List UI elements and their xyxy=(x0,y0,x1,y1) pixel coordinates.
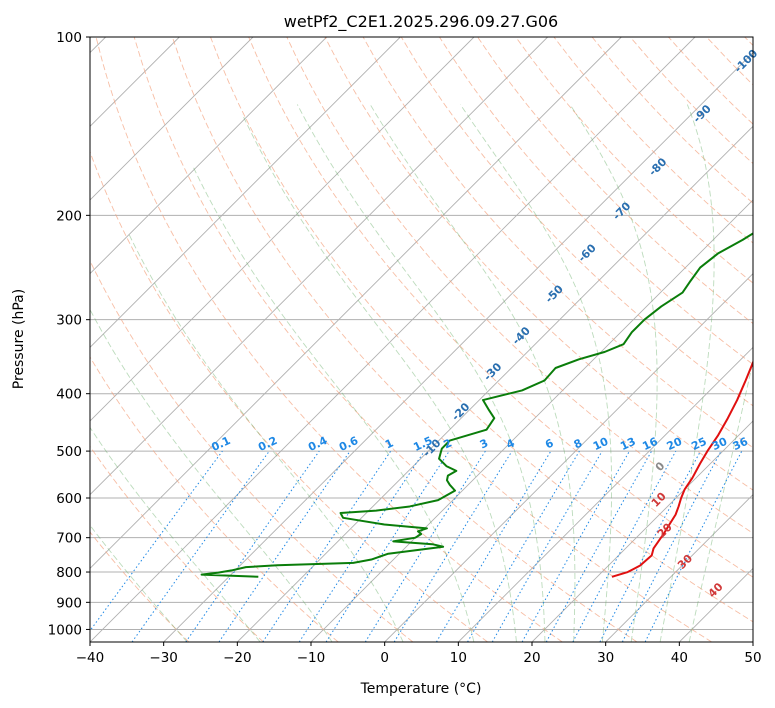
x-tick-label: 0 xyxy=(380,650,389,666)
x-tick-label: 30 xyxy=(597,650,614,666)
y-tick-label: 200 xyxy=(56,208,82,224)
dewpoint-profile-line xyxy=(200,232,753,578)
dry-adiabat xyxy=(133,37,638,642)
dry-adiabat xyxy=(90,150,488,642)
y-tick-label: 1000 xyxy=(48,622,82,638)
isotherm-line xyxy=(458,346,753,642)
dry-adiabat xyxy=(90,356,339,642)
isotherm-line xyxy=(531,420,753,642)
x-tick-label: 20 xyxy=(523,650,540,666)
moist-adiabat xyxy=(369,104,576,642)
mixing-ratio-label: 10 xyxy=(591,435,611,453)
mixing-ratio-label: 36 xyxy=(731,435,751,453)
y-tick-label: 900 xyxy=(56,595,82,611)
mixing-ratio-line xyxy=(218,450,351,642)
isotherm-line xyxy=(237,125,753,642)
isotherm-line xyxy=(90,37,327,275)
moist-adiabat xyxy=(192,165,475,642)
mixing-ratio-line xyxy=(393,450,513,642)
temperature-profile-line xyxy=(611,359,753,578)
isotherm-line xyxy=(90,37,696,642)
y-tick-label: 800 xyxy=(56,565,82,581)
y-tick-label: 700 xyxy=(56,531,82,547)
mixing-ratio-line xyxy=(185,450,320,642)
isotherm-line xyxy=(90,37,548,496)
mixing-ratio-line xyxy=(325,450,450,642)
dry-adiabat xyxy=(171,37,712,642)
x-axis-label: Temperature (°C) xyxy=(360,681,482,697)
dry-adiabat xyxy=(400,37,753,407)
moist-adiabat xyxy=(659,104,715,642)
y-tick-label: 500 xyxy=(56,444,82,460)
x-tick-label: 40 xyxy=(671,650,688,666)
dry-adiabat xyxy=(90,445,264,642)
moist-adiabat xyxy=(569,104,658,642)
moist-adiabat xyxy=(90,308,333,642)
dry-adiabat xyxy=(95,37,563,642)
y-tick-label: 600 xyxy=(56,491,82,507)
y-axis-label: Pressure (hPa) xyxy=(11,289,27,389)
dry-adiabat xyxy=(515,37,753,284)
dry-adiabat xyxy=(90,531,190,642)
isotherm-line xyxy=(384,273,753,642)
dry-adiabat xyxy=(439,37,753,365)
isotherm-line xyxy=(752,641,753,642)
moist-adiabat xyxy=(296,104,546,642)
x-tick-label: −20 xyxy=(223,650,252,666)
mixing-ratio-label: 16 xyxy=(640,435,660,453)
mixing-ratio-label: 30 xyxy=(710,435,730,453)
plot-frame xyxy=(89,36,754,643)
isotherm-line xyxy=(90,37,401,348)
dry-adiabat xyxy=(210,37,753,623)
mixing-ratio-line xyxy=(131,450,270,642)
y-tick-label: 400 xyxy=(56,387,82,403)
isotherm-line xyxy=(163,52,753,642)
chart-title: wetPf2_C2E1.2025.296.09.27.G06 xyxy=(284,12,558,32)
mixing-ratio-line xyxy=(572,450,677,642)
dry-adiabat xyxy=(286,37,753,534)
mixing-ratio-line xyxy=(644,450,743,642)
moist-adiabat xyxy=(128,233,404,642)
moist-adiabat xyxy=(460,104,613,642)
x-tick-label: −30 xyxy=(149,650,178,666)
dry-adiabat xyxy=(90,259,414,642)
moist-adiabat xyxy=(688,358,753,642)
mixing-ratio-label: 13 xyxy=(618,435,637,453)
isotherm-line xyxy=(90,37,475,422)
isotherm-line xyxy=(605,494,753,642)
x-tick-label: 10 xyxy=(450,650,467,666)
moist-adiabat xyxy=(90,524,188,642)
moist-adiabat xyxy=(241,114,517,642)
moist-adiabat xyxy=(90,426,261,642)
mixing-ratio-line xyxy=(545,450,653,642)
mixing-ratio-label: 20 xyxy=(665,435,685,453)
y-tick-label: 300 xyxy=(56,313,82,329)
mixing-ratio-label: 25 xyxy=(689,435,708,453)
mixing-ratio-line xyxy=(521,450,630,642)
x-tick-label: −40 xyxy=(76,650,105,666)
x-tick-label: 50 xyxy=(744,650,761,666)
y-tick-label: 100 xyxy=(56,30,82,46)
isotherm-line xyxy=(90,37,622,569)
mixing-ratio-line xyxy=(90,450,223,632)
isotherm-line xyxy=(90,37,254,201)
mixing-ratio-line xyxy=(262,450,392,642)
plot-area xyxy=(90,37,753,642)
x-tick-label: −10 xyxy=(297,650,326,666)
dry-adiabat xyxy=(248,37,753,578)
